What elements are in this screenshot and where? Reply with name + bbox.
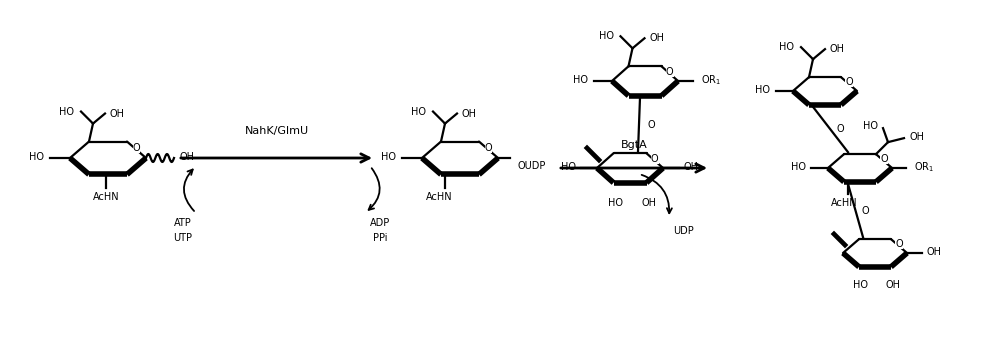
Text: OH: OH [649,33,664,43]
Text: HO: HO [862,121,878,131]
Text: OH: OH [684,162,698,172]
Text: OH: OH [926,247,942,257]
Text: OH: OH [830,44,844,54]
Text: OH: OH [910,132,924,142]
Text: UTP: UTP [174,233,192,243]
Text: OUDP: OUDP [518,161,546,171]
Text: HO: HO [756,85,770,95]
Text: HO: HO [60,107,74,116]
Text: UDP: UDP [674,226,694,236]
Text: O: O [845,77,853,87]
Text: O: O [837,125,844,134]
Text: HO: HO [28,152,44,162]
Text: O: O [862,205,869,215]
Text: O: O [133,143,140,153]
Text: NahK/GlmU: NahK/GlmU [244,126,309,136]
Text: HO: HO [780,42,794,52]
Text: O: O [651,154,659,164]
Text: O: O [895,239,903,249]
Text: O: O [666,67,674,77]
Text: AcHN: AcHN [93,192,119,203]
Text: HO: HO [380,152,396,162]
Text: O: O [485,143,492,153]
Text: HO: HO [562,162,576,172]
Text: OH: OH [641,198,656,208]
Text: HO: HO [854,280,868,290]
Text: OH: OH [110,108,124,119]
Text: ATP: ATP [174,218,192,228]
Text: HO: HO [412,107,426,116]
Text: O: O [880,154,888,164]
Text: OH: OH [462,108,477,119]
Text: OR$_1$: OR$_1$ [701,73,721,87]
Text: HO: HO [790,162,806,172]
Text: AcHN: AcHN [426,192,452,203]
Text: OH: OH [886,280,900,290]
Text: ADP: ADP [370,218,390,228]
Text: PPi: PPi [373,233,387,243]
Text: OH: OH [180,152,194,162]
Text: HO: HO [599,31,614,41]
Text: HO: HO [574,75,588,85]
Text: OR$_1$: OR$_1$ [914,160,934,174]
Text: BgtA: BgtA [621,140,647,150]
Text: HO: HO [608,198,623,208]
Text: AcHN: AcHN [831,198,857,208]
Text: O: O [647,120,655,130]
